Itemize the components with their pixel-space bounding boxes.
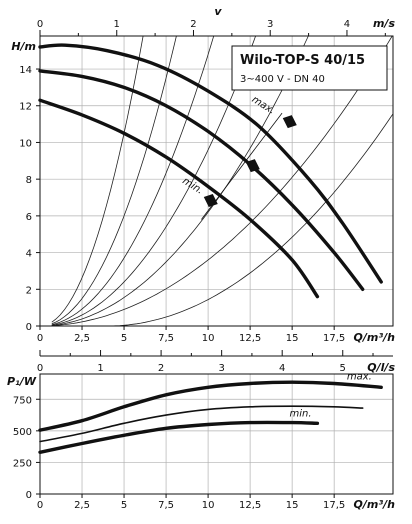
power-curve-3 [38,420,320,454]
y-tick-label: 10 [19,138,32,149]
x-tick-label: 12,5 [239,333,261,344]
y-tick-label: 750 [13,395,32,406]
plot-frame [39,373,394,495]
x-tick-label: 0 [37,500,43,511]
power-curve-1 [38,380,383,432]
chart-subtitle: 3~400 V - DN 40 [240,74,325,85]
speed-marker [203,194,218,208]
y-tick-label: 0 [26,322,32,333]
y-tick-label: 500 [13,427,32,438]
plot-frame [39,35,394,327]
x-tick-label: 15 [286,500,299,511]
y-tick-label: 12 [19,102,32,113]
top-tick-label: 2 [190,19,196,30]
x-tick-label: 10 [202,333,215,344]
x-tick-label: 2,5 [74,333,90,344]
y-tick-label: 6 [26,212,32,223]
y-tick-label: 250 [13,458,32,469]
annotation-max: max. [250,94,277,117]
system-curve [51,35,393,327]
x-tick-label: 5 [121,333,127,344]
system-curve [107,113,394,327]
top-tick-label: 5 [340,363,346,374]
x-tick-label: 2,5 [74,500,90,511]
y-tick-label: 14 [19,65,32,76]
system-curve [51,35,144,323]
x-tick-label: 17,5 [323,333,345,344]
top-tick-label: 0 [37,363,43,374]
x-axis-label: Q/m³/h [354,331,396,344]
top-tick-label: 3 [267,19,273,30]
top-tick-label: 1 [97,363,103,374]
power-chart: max.min.0 2,5 5 7,5 10 12,5 15 17,5 Q/m³/h025050… [7,350,395,511]
top-tick-label: 4 [344,19,350,30]
x-tick-label: 12,5 [239,500,261,511]
y-tick-label: 8 [26,175,32,186]
title-box [231,45,388,91]
y-axis-label: H/m [11,40,36,53]
x-tick-label: 5 [121,500,127,511]
head-curve-2 [38,69,365,291]
x-tick-label: 7,5 [158,333,174,344]
x-tick-label: 15 [286,333,299,344]
head-curve-1 [38,43,383,284]
head-curve-3 [38,98,320,299]
system-curve [51,35,215,326]
system-curve [51,35,309,326]
head-chart: max.min.Wilo-TOP-S 40/153~400 V - DN 400… [11,5,395,344]
speed-marker-guide [201,112,283,220]
power-curve-2 [39,405,364,443]
top-tick-label: 4 [279,363,285,374]
y-tick-label: 4 [26,249,32,260]
y-tick-label: 0 [26,490,32,501]
x-axis-label: Q/m³/h [354,498,396,511]
system-curve [51,35,177,325]
annotation-min: min. [290,408,312,419]
x-tick-label: 17,5 [323,500,345,511]
top-axis-label: v [214,5,222,18]
y-axis-label: P₁/W [7,375,37,388]
top-tick-label: 0 [37,19,43,30]
top-tick-label: 3 [218,363,224,374]
top-axis-label: Q/l/s [367,361,395,374]
system-curve [51,35,256,326]
x-tick-label: 7,5 [158,500,174,511]
y-tick-label: 2 [26,285,32,296]
speed-marker [282,115,297,129]
speed-marker [245,159,260,173]
top-tick-label: 2 [158,363,164,374]
chart-title: Wilo-TOP-S 40/15 [240,53,365,68]
x-tick-label: 0 [37,333,43,344]
top-tick-label: 1 [114,19,120,30]
top-axis-unit: m/s [373,17,395,30]
x-tick-label: 10 [202,500,215,511]
annotation-max: max. [347,372,372,383]
